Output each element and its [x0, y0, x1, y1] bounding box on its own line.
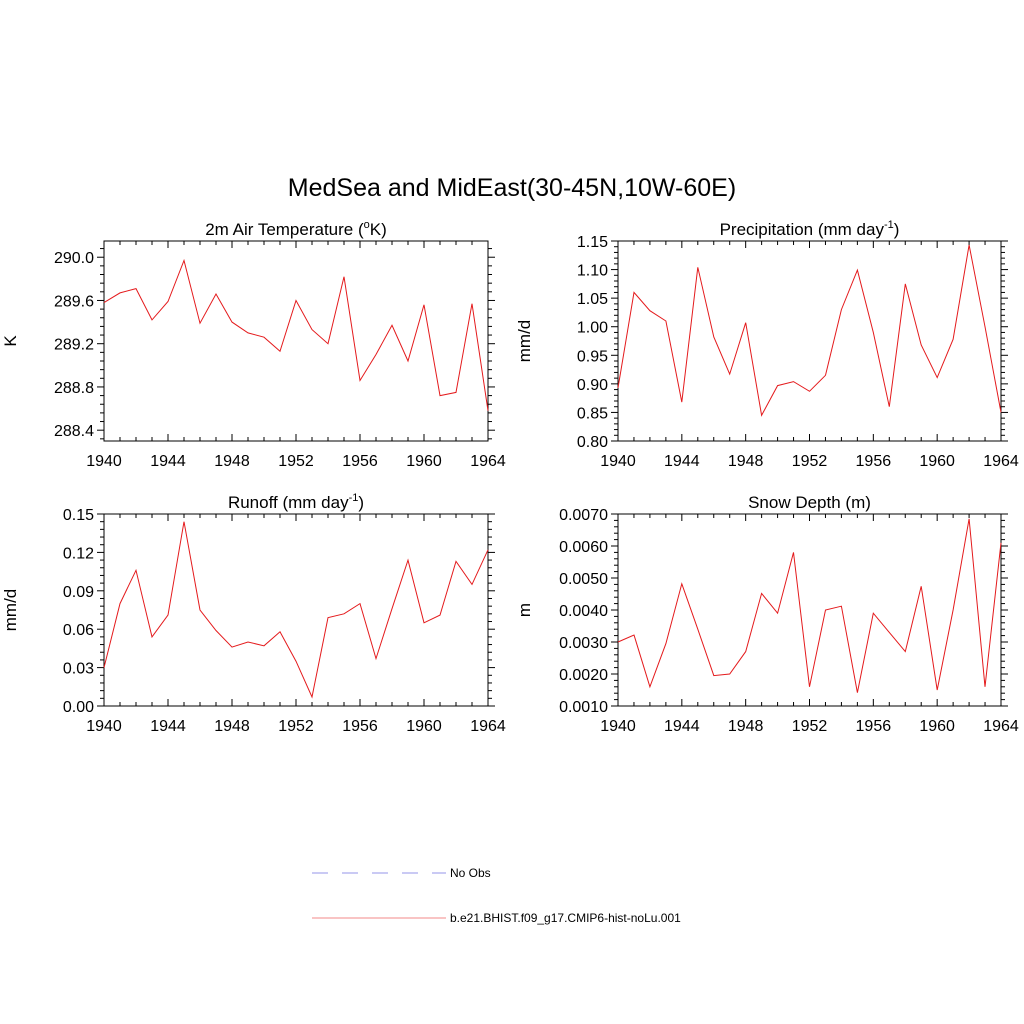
y-axis-label: mm/d — [515, 320, 534, 363]
x-tick-label: 1944 — [150, 718, 186, 735]
x-tick-label: 1940 — [86, 453, 122, 470]
y-tick-label: 0.90 — [577, 377, 608, 394]
x-tick-label: 1948 — [214, 718, 250, 735]
x-tick-label: 1956 — [342, 453, 378, 470]
y-tick-label: 0.0050 — [559, 571, 608, 588]
y-tick-label: 1.10 — [577, 263, 608, 280]
y-tick-label: 0.15 — [63, 507, 94, 524]
y-tick-label: 1.00 — [577, 320, 608, 337]
panel-title-text: Runoff (mm day — [228, 493, 349, 512]
panel-title: Precipitation (mm day-1) — [720, 219, 900, 239]
y-axis-label: K — [1, 335, 20, 347]
series-line-snow-depth — [617, 518, 1002, 693]
series-line-air-temperature — [103, 258, 489, 411]
y-tick-label: 0.00 — [63, 699, 94, 716]
plot-frame — [617, 513, 1002, 707]
x-tick-label: 1948 — [728, 453, 764, 470]
y-tick-label: 0.0020 — [559, 667, 608, 684]
y-tick-label: 0.0070 — [559, 507, 608, 524]
x-tick-label: 1952 — [278, 718, 314, 735]
y-axis-label: mm/d — [1, 589, 20, 632]
y-tick-label: 0.0060 — [559, 539, 608, 556]
panel-precipitation: Precipitation (mm day-1) mm/d 1940 1944 1948… — [515, 219, 1019, 470]
x-tick-label: 1964 — [470, 453, 506, 470]
panel-title: Runoff (mm day-1) — [228, 492, 364, 512]
legend-label-model: b.e21.BHIST.f09_g17.CMIP6-hist-noLu.001 — [450, 911, 681, 925]
panel-title: Snow Depth (m) — [748, 493, 871, 512]
x-tick-label: 1960 — [406, 718, 442, 735]
y-tick-label: 0.03 — [63, 661, 94, 678]
y-tick-label: 288.8 — [54, 380, 94, 397]
y-tick-label: 1.05 — [577, 291, 608, 308]
y-tick-label: 1.15 — [577, 234, 608, 251]
panel-title-superscript: -1 — [884, 219, 894, 231]
y-axis-label: m — [515, 603, 534, 617]
x-tick-label: 1952 — [278, 453, 314, 470]
y-tick-label: 289.2 — [54, 337, 94, 354]
x-tick-label: 1940 — [600, 718, 636, 735]
figure-title: MedSea and MidEast(30-45N,10W-60E) — [288, 174, 736, 202]
x-tick-label: 1948 — [728, 718, 764, 735]
series-line-runoff — [103, 521, 489, 699]
legend: No Obs b.e21.BHIST.f09_g17.CMIP6-hist-no… — [312, 866, 681, 925]
panel-title-suffix: K) — [370, 220, 387, 239]
x-tick-label: 1944 — [664, 453, 700, 470]
panel-title-text: Snow Depth (m) — [748, 493, 871, 512]
x-tick-label: 1948 — [214, 453, 250, 470]
panel-title-superscript: -1 — [349, 492, 359, 504]
x-tick-label: 1940 — [86, 718, 122, 735]
y-tick-label: 0.0040 — [559, 603, 608, 620]
panel-title-superscript: o — [364, 219, 370, 231]
x-tick-label: 1956 — [856, 453, 892, 470]
panels: 2m Air Temperature (oK) K 1940 1944 1948 1952… — [1, 219, 1019, 735]
panel-title-text: 2m Air Temperature ( — [205, 220, 364, 239]
y-tick-label: 0.85 — [577, 405, 608, 422]
x-tick-label: 1960 — [919, 718, 955, 735]
x-tick-label: 1952 — [792, 718, 828, 735]
y-tick-label: 288.4 — [54, 423, 94, 440]
panel-snow-depth: Snow Depth (m) m 1940 1944 1948 1952 1956 1960 1… — [515, 493, 1019, 735]
y-tick-label: 0.0030 — [559, 635, 608, 652]
plot-frame — [617, 240, 1002, 442]
x-tick-label: 1940 — [600, 453, 636, 470]
panel-runoff: Runoff (mm day-1) mm/d 1940 1944 1948 1952 195… — [1, 492, 506, 735]
panel-title-text: Precipitation (mm day — [720, 220, 885, 239]
y-tick-label: 0.80 — [577, 434, 608, 451]
x-tick-label: 1964 — [983, 453, 1019, 470]
x-tick-label: 1960 — [406, 453, 442, 470]
y-tick-label: 289.6 — [54, 293, 94, 310]
x-tick-label: 1956 — [856, 718, 892, 735]
plot-frame — [103, 513, 489, 707]
y-tick-label: 0.06 — [63, 622, 94, 639]
x-tick-label: 1964 — [983, 718, 1019, 735]
panel-air-temperature: 2m Air Temperature (oK) K 1940 1944 1948 1952… — [1, 219, 506, 470]
x-tick-label: 1952 — [792, 453, 828, 470]
x-tick-label: 1956 — [342, 718, 378, 735]
x-tick-label: 1960 — [919, 453, 955, 470]
x-tick-label: 1964 — [470, 718, 506, 735]
x-tick-label: 1944 — [664, 718, 700, 735]
series-line-precipitation — [617, 244, 1002, 417]
y-tick-label: 290.0 — [54, 250, 94, 267]
y-tick-label: 0.12 — [63, 545, 94, 562]
x-tick-label: 1944 — [150, 453, 186, 470]
y-tick-label: 0.95 — [577, 348, 608, 365]
y-tick-label: 0.0010 — [559, 699, 608, 716]
panel-title-suffix: ) — [894, 220, 900, 239]
y-tick-label: 0.09 — [63, 584, 94, 601]
legend-label-no-obs: No Obs — [450, 866, 491, 880]
panel-title-suffix: ) — [358, 493, 364, 512]
panel-title: 2m Air Temperature (oK) — [205, 219, 387, 239]
